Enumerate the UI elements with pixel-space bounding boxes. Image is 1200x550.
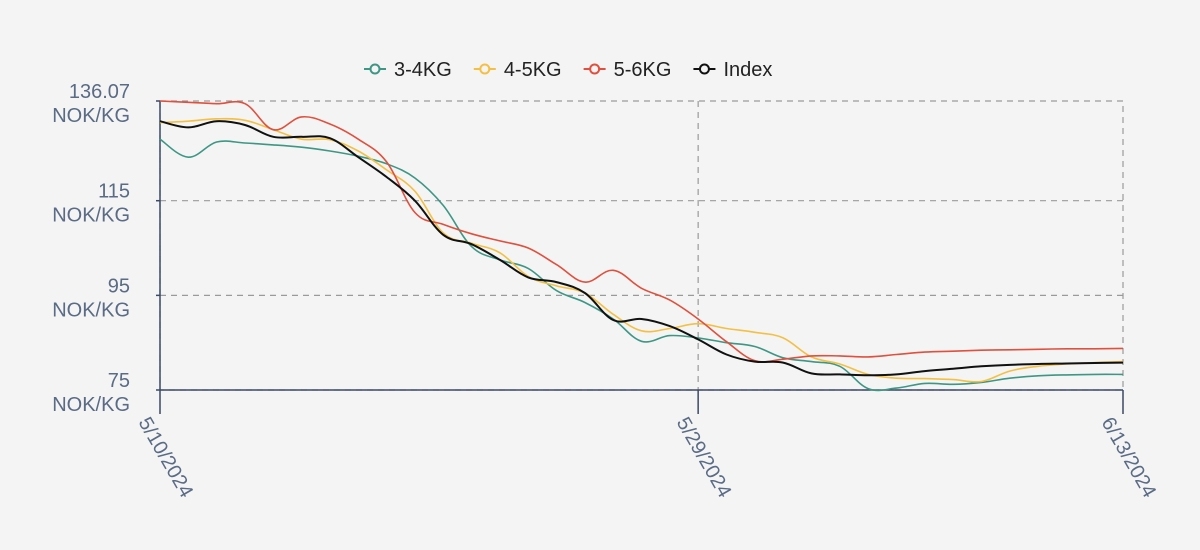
- legend-label: 4-5KG: [504, 59, 562, 81]
- legend-item-3-4kg[interactable]: 3-4KG: [364, 59, 452, 81]
- legend-label: 5-6KG: [614, 59, 672, 81]
- y-tick-unit: NOK/KG: [52, 205, 130, 227]
- plot-frame: [159, 100, 1124, 391]
- x-axis-ticks: 5/10/2024 5/29/2024 6/13/2024: [134, 414, 1161, 502]
- x-tick-label: 5/10/2024: [134, 414, 198, 502]
- legend-item-5-6kg[interactable]: 5-6KG: [583, 59, 672, 81]
- x-tick-label: 6/13/2024: [1097, 414, 1161, 502]
- legend-marker-icon: [589, 63, 601, 75]
- legend-item-4-5kg[interactable]: 4-5KG: [473, 59, 562, 81]
- legend-item-index[interactable]: Index: [693, 59, 772, 81]
- series-lines: [159, 100, 1124, 392]
- legend-label: 3-4KG: [394, 59, 452, 81]
- y-tick-unit: NOK/KG: [52, 394, 130, 416]
- series-line-3-4kg[interactable]: [159, 138, 1124, 392]
- y-tick-label: 115: [98, 181, 130, 203]
- legend-marker-icon: [698, 63, 710, 75]
- legend-marker-icon: [479, 63, 491, 75]
- axes: [156, 100, 1124, 414]
- y-tick-label: 136.07: [69, 81, 130, 103]
- series-line-index[interactable]: [159, 120, 1124, 377]
- y-tick-label: 95: [108, 275, 130, 297]
- y-tick-unit: NOK/KG: [52, 105, 130, 127]
- grid-lines: [159, 100, 1124, 391]
- series-line-5-6kg[interactable]: [159, 100, 1124, 363]
- x-tick-label: 5/29/2024: [672, 414, 736, 502]
- y-tick-label: 75: [108, 370, 130, 392]
- y-tick-unit: NOK/KG: [52, 299, 130, 321]
- legend-marker-icon: [369, 63, 381, 75]
- legend: 3-4KG 4-5KG 5-6KG Index: [364, 59, 772, 81]
- legend-label: Index: [723, 59, 772, 81]
- series-line-4-5kg[interactable]: [159, 117, 1124, 383]
